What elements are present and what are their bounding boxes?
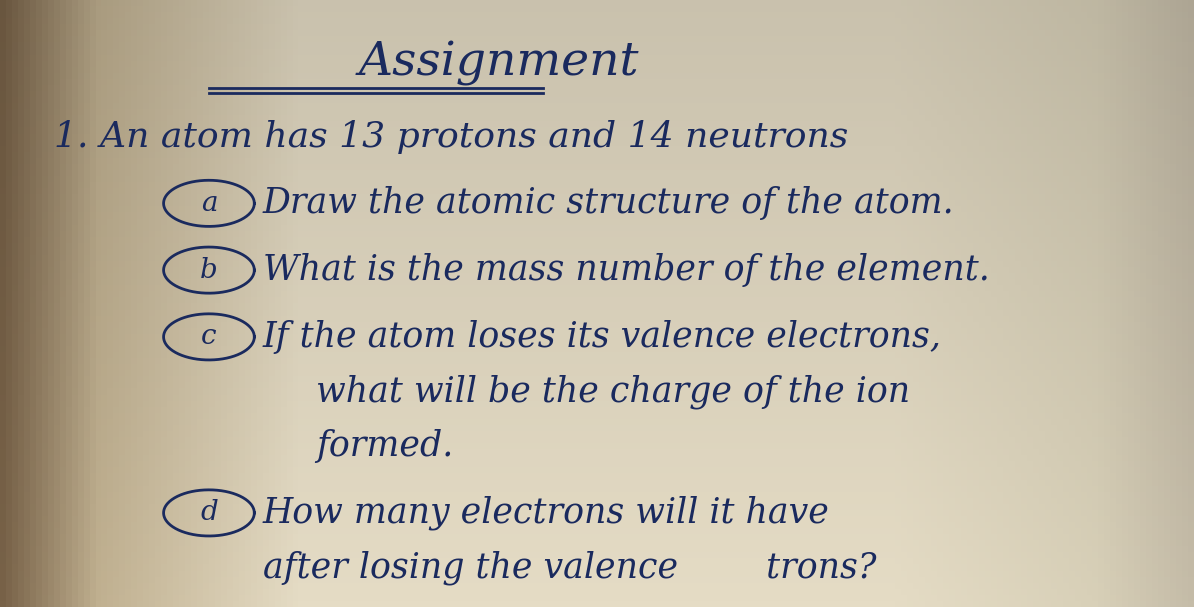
Text: Draw the atomic structure of the atom.: Draw the atomic structure of the atom.: [263, 186, 954, 220]
Text: 1. An atom has 13 protons and 14 neutrons: 1. An atom has 13 protons and 14 neutron…: [54, 120, 848, 154]
Text: formed.: formed.: [316, 429, 454, 463]
Text: after losing the valence        trons?: after losing the valence trons?: [263, 551, 876, 585]
Text: How many electrons will it have: How many electrons will it have: [263, 496, 830, 530]
Text: c: c: [202, 324, 216, 350]
Text: If the atom loses its valence electrons,: If the atom loses its valence electrons,: [263, 320, 942, 354]
Text: b: b: [201, 257, 217, 283]
Text: What is the mass number of the element.: What is the mass number of the element.: [263, 253, 990, 287]
Text: a: a: [201, 190, 217, 217]
Text: d: d: [201, 500, 217, 526]
Text: Assignment: Assignment: [358, 41, 639, 86]
Text: what will be the charge of the ion: what will be the charge of the ion: [316, 375, 911, 409]
